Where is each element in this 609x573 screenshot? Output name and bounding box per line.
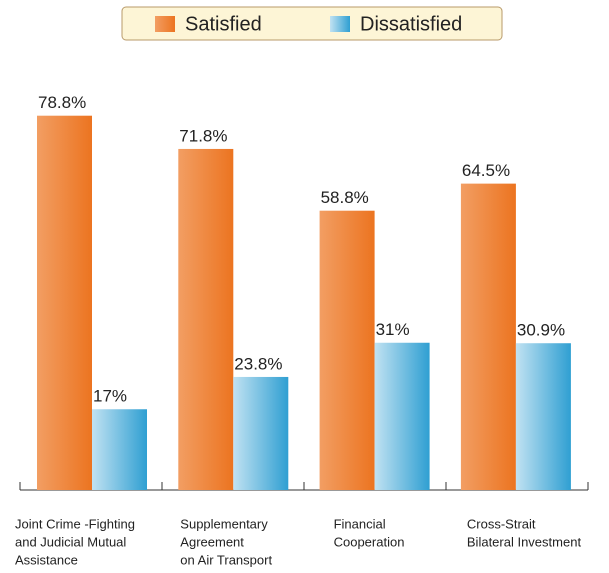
x-tick-label: Cooperation [334, 534, 405, 549]
data-label: 30.9% [517, 321, 565, 340]
bar [92, 409, 147, 490]
x-tick-label: Agreement [180, 534, 244, 549]
legend-label: Dissatisfied [360, 13, 462, 35]
x-tick-label: Joint Crime -Fighting [15, 516, 135, 531]
x-tick-label: on Air Transport [180, 552, 272, 567]
bar [233, 376, 289, 490]
data-label: 23.8% [234, 354, 282, 373]
data-label: 31% [376, 320, 410, 339]
bar [515, 343, 571, 490]
bar [37, 115, 92, 490]
bar [319, 210, 375, 490]
bar [460, 183, 516, 490]
bar [178, 148, 234, 490]
data-label: 71.8% [179, 126, 227, 145]
x-tick-label: Cross-Strait [467, 516, 536, 531]
legend-swatch [155, 16, 175, 32]
bar [374, 342, 430, 490]
data-label: 58.8% [321, 188, 369, 207]
x-tick-label: Supplementary [180, 516, 268, 531]
x-tick-label: Financial [334, 516, 386, 531]
data-label: 17% [93, 387, 127, 406]
legend-label: Satisfied [185, 13, 262, 35]
x-tick-label: Bilateral Investment [467, 534, 582, 549]
legend-swatch [330, 16, 350, 32]
legend-box [121, 6, 503, 41]
x-tick-label: and Judicial Mutual [15, 534, 126, 549]
data-label: 78.8% [38, 93, 86, 112]
x-tick-label: Assistance [15, 552, 78, 567]
data-label: 64.5% [462, 161, 510, 180]
